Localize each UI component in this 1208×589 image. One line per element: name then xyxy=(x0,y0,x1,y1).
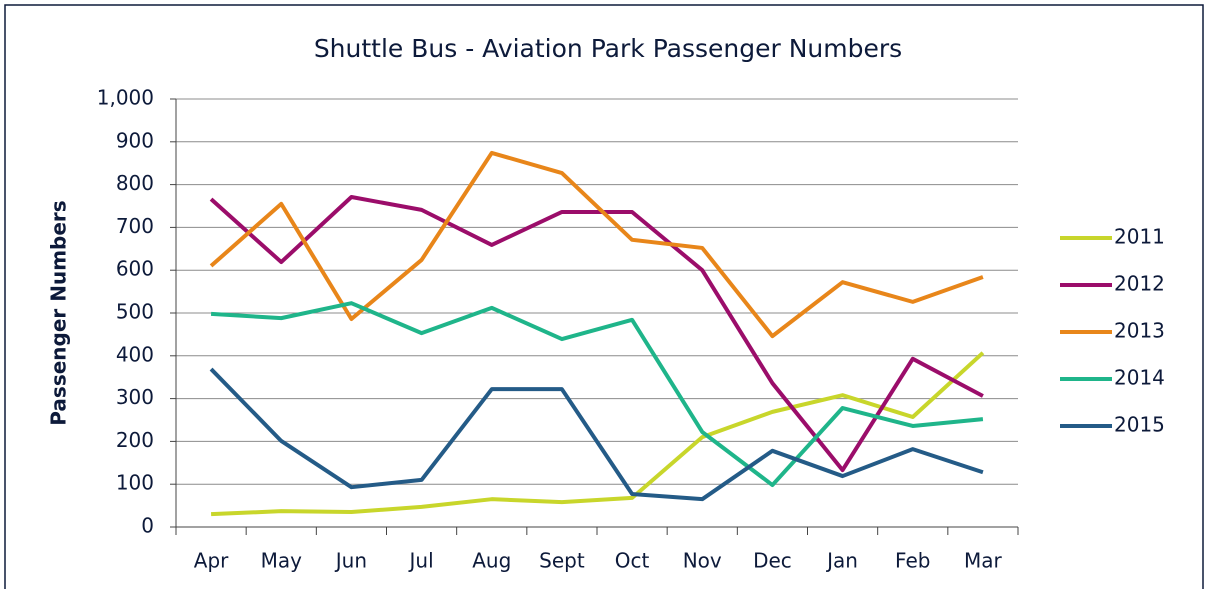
x-tick-label: Dec xyxy=(753,549,792,573)
y-tick-label: 600 xyxy=(116,257,154,281)
legend-label: 2011 xyxy=(1114,225,1165,249)
legend-label: 2013 xyxy=(1114,319,1165,343)
series-line xyxy=(209,195,984,473)
y-tick-label: 400 xyxy=(116,342,154,366)
x-tick-label: Aug xyxy=(472,549,511,573)
y-tick-label: 300 xyxy=(116,385,154,409)
x-tick-label: Jul xyxy=(408,549,434,573)
x-tick-label: Mar xyxy=(964,549,1003,573)
y-tick-label: 0 xyxy=(141,514,154,538)
x-tick-label: Feb xyxy=(895,549,930,573)
y-tick-label: 500 xyxy=(116,300,154,324)
x-tick-label: Sept xyxy=(539,549,585,573)
x-tick-label: Oct xyxy=(615,549,650,573)
x-tick-label: May xyxy=(261,549,303,573)
chart-frame xyxy=(4,4,1204,589)
y-tick-label: 800 xyxy=(116,171,154,195)
x-tick-label: Nov xyxy=(683,549,722,573)
series-line xyxy=(209,367,984,502)
legend-label: 2015 xyxy=(1114,413,1165,437)
y-tick-label: 100 xyxy=(116,471,154,495)
legend-label: 2012 xyxy=(1114,272,1165,296)
x-tick-label: Jun xyxy=(334,549,367,573)
chart-title: Shuttle Bus - Aviation Park Passenger Nu… xyxy=(314,34,902,63)
y-tick-label: 900 xyxy=(116,128,154,152)
y-tick-label: 1,000 xyxy=(97,86,154,110)
y-tick-label: 200 xyxy=(116,428,154,452)
x-tick-label: Apr xyxy=(194,549,229,573)
y-tick-label: 700 xyxy=(116,214,154,238)
y-axis-label: Passenger Numbers xyxy=(47,200,71,425)
series-line xyxy=(209,150,984,339)
series-line xyxy=(210,301,984,488)
series-line xyxy=(210,351,985,517)
x-tick-label: Jan xyxy=(825,549,858,573)
legend-label: 2014 xyxy=(1114,366,1165,390)
